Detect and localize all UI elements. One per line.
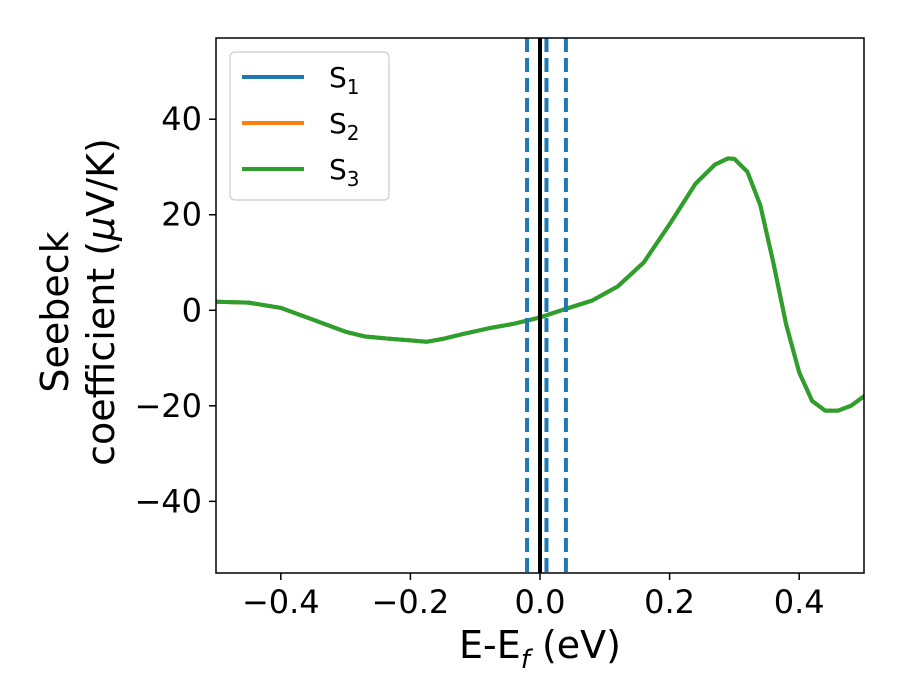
legend-label-s2: S2 [329, 107, 360, 145]
x-tick-label: 0.0 [515, 583, 566, 621]
y-tick-label: 20 [161, 196, 202, 234]
x-tick-label: −0.2 [372, 583, 450, 621]
series-line-s3 [216, 156, 864, 413]
x-tick-label: −0.4 [242, 583, 320, 621]
legend: S1 S2 S3 [229, 51, 390, 201]
y-axis-label-line2-suffix: V/K) [79, 138, 123, 217]
legend-label-s3: S3 [329, 153, 360, 191]
y-axis-label-line1: Seebeck [33, 231, 77, 392]
y-axis-ticks: −40 −20 0 20 40 [134, 100, 216, 520]
legend-label-s1: S1 [329, 61, 360, 99]
y-axis-label-line2: coefficient (μV/K) [79, 138, 123, 466]
legend-box [229, 51, 390, 201]
y-axis-label-line2-prefix: coefficient ( [79, 241, 123, 466]
x-tick-label: 0.2 [644, 583, 695, 621]
plot-area [216, 38, 864, 573]
x-axis-ticks: −0.4 −0.2 0.0 0.2 0.4 [242, 573, 825, 621]
y-axis-label-mu: μ [79, 217, 123, 242]
y-tick-label: 0 [182, 291, 202, 329]
y-axis-label: Seebeck coefficient (μV/K) [33, 138, 123, 466]
y-tick-label: −20 [134, 387, 202, 425]
x-tick-label: 0.4 [774, 583, 825, 621]
y-tick-label: 40 [161, 100, 202, 138]
y-tick-label: −40 [134, 482, 202, 520]
x-axis-label-suffix: (eV) [530, 623, 621, 667]
x-axis-label: E-Ef (eV) [459, 623, 621, 675]
x-axis-label-main: E-E [459, 623, 521, 667]
